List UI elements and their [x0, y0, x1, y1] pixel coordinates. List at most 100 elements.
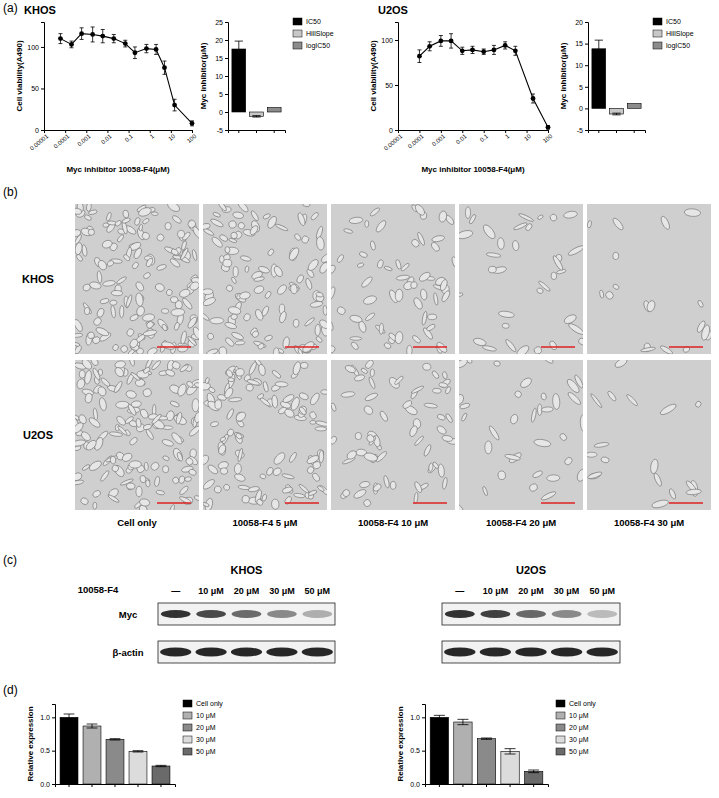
- error-bar: [528, 770, 539, 773]
- cell-shape: [161, 323, 168, 331]
- cell-shape: [341, 488, 351, 498]
- cell-shape: [82, 302, 93, 315]
- myc-band: [161, 610, 191, 618]
- cell-shape: [154, 282, 165, 292]
- cell-shape: [124, 416, 134, 425]
- bar: [454, 722, 472, 784]
- cell-shape: [191, 225, 199, 239]
- cell-shape: [374, 324, 386, 334]
- myc-band: [516, 610, 546, 618]
- cell-shape: [156, 490, 165, 496]
- cell-shape: [357, 262, 365, 268]
- error-cap: [173, 110, 177, 111]
- legend-entry: 30 μM: [183, 736, 216, 744]
- cell-shape: [275, 223, 289, 232]
- cell-shape: [173, 322, 180, 331]
- legend-swatch: [653, 18, 662, 25]
- cell-shape: [336, 305, 347, 316]
- error-bar: [482, 49, 486, 54]
- cell-shape: [281, 473, 294, 480]
- cell-shape: [512, 240, 520, 251]
- tick: 0.01: [100, 130, 113, 145]
- cell-shape: [481, 223, 497, 241]
- data-point: [172, 103, 177, 108]
- cell-shape: [372, 482, 383, 492]
- bar: [83, 726, 101, 784]
- tick: -5: [217, 127, 228, 134]
- cell-shape: [146, 346, 158, 354]
- actin-band: [551, 648, 582, 657]
- cell-shape: [459, 292, 463, 297]
- cell-shape: [186, 380, 194, 388]
- blot-row-label: β-actin: [112, 647, 143, 658]
- cell-shape: [218, 346, 228, 354]
- cell-shape: [203, 502, 210, 508]
- tick: 15: [575, 40, 588, 47]
- chart-title: U2OS: [378, 4, 408, 16]
- cell-shape: [532, 470, 543, 479]
- tick-label: 10: [167, 133, 176, 142]
- error-cap: [612, 113, 620, 114]
- cell-shape: [142, 388, 152, 398]
- cell-shape: [428, 314, 437, 320]
- bar: [250, 112, 264, 116]
- myc-band: [267, 610, 297, 618]
- cell-shape: [278, 311, 287, 324]
- tick-mark: [69, 784, 70, 787]
- cell-shape: [170, 248, 179, 256]
- cell-shape: [95, 326, 110, 337]
- cell-shape: [128, 360, 135, 367]
- y-axis: -50510152025: [215, 19, 228, 134]
- cell-shape: [410, 281, 418, 290]
- cell-shape: [421, 311, 427, 325]
- lane-label: 20 μM: [518, 586, 544, 596]
- cell-shape: [169, 400, 180, 408]
- tick: [462, 784, 463, 787]
- cell-shape: [75, 207, 82, 215]
- tick-label: 0.00001: [29, 133, 50, 152]
- cell-shape: [383, 342, 392, 350]
- tick-mark: [92, 784, 93, 787]
- error-bar: [481, 738, 492, 739]
- tick-mark: [585, 44, 588, 45]
- cell-shape: [331, 286, 336, 301]
- cell-shape: [237, 221, 246, 230]
- cell-shape: [192, 398, 199, 411]
- cell-shape: [98, 369, 103, 376]
- error-cap: [235, 56, 243, 57]
- lane-label: 50 μM: [589, 586, 615, 596]
- cell-shape: [311, 472, 321, 482]
- cell-shape: [154, 476, 160, 487]
- cell-shape: [177, 230, 184, 238]
- cell-shape: [612, 252, 619, 260]
- cell-shape: [113, 380, 124, 393]
- error-bar: [110, 739, 121, 740]
- cell-shape: [79, 370, 85, 378]
- tick-label: 1.0: [410, 714, 420, 721]
- error-cap: [123, 40, 127, 41]
- column-label: Cell only: [117, 517, 157, 528]
- axis-line: [45, 131, 193, 134]
- cell-shape: [459, 503, 464, 510]
- error-cap: [112, 42, 116, 43]
- tick-mark: [395, 130, 398, 131]
- lane-label: 50 μM: [305, 586, 331, 596]
- micrograph-cells: [203, 204, 327, 354]
- cell-shape: [100, 298, 110, 305]
- cell-shape: [331, 435, 338, 445]
- cell-shape: [106, 212, 113, 222]
- y-axis-title: Cell viability(A490): [15, 40, 24, 111]
- tick-mark: [422, 717, 425, 718]
- tick-mark: [486, 784, 487, 787]
- cell-shape: [75, 242, 83, 255]
- micrograph: [70, 354, 205, 516]
- cell-shape: [261, 305, 270, 317]
- tick: 1: [504, 130, 511, 140]
- cell-shape: [430, 241, 441, 253]
- cell-shape: [75, 471, 83, 482]
- cell-shape: [559, 432, 568, 441]
- cell-shape: [293, 319, 299, 327]
- cell-shape: [223, 259, 232, 267]
- data-point: [100, 34, 105, 39]
- cell-shape: [86, 204, 92, 212]
